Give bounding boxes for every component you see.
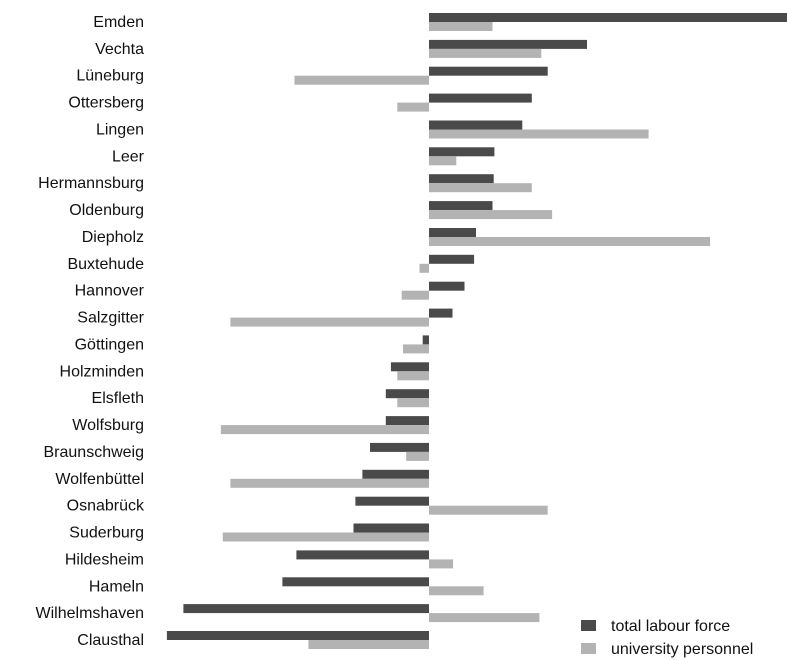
bar-total-labour-force-diepholz: [429, 228, 476, 237]
bar-total-labour-force-leer: [429, 147, 495, 157]
bar-university-personnel-clausthal: [308, 640, 429, 649]
bar-university-personnel-elsfleth: [397, 398, 429, 408]
bar-total-labour-force-wolfsburg: [385, 416, 429, 426]
bar-total-labour-force-vechta: [429, 39, 587, 49]
bar-total-labour-force-salzgitter: [429, 308, 453, 318]
bar-university-personnel-oldenburg: [429, 210, 553, 220]
bar-university-personnel-luneburg: [294, 75, 429, 85]
category-label-leer: Leer: [112, 148, 145, 165]
bar-total-labour-force-hermannsburg: [429, 174, 494, 184]
bar-university-personnel-wolfenbuttel: [230, 478, 429, 488]
bar-total-labour-force-wilhelmshaven: [183, 604, 429, 614]
bar-university-personnel-gottingen: [403, 344, 429, 354]
bar-total-labour-force-osnabruck: [355, 496, 429, 506]
bar-total-labour-force-clausthal: [166, 631, 429, 640]
category-labels: Emden Vechta Lüneburg Ottersberg Lingen Leer H…: [36, 14, 145, 649]
category-label-oldenburg: Oldenburg: [69, 202, 144, 219]
category-label-hildesheim: Hildesheim: [65, 551, 144, 568]
bar-university-personnel-suderburg: [222, 532, 429, 542]
bar-university-personnel-emden: [429, 22, 493, 31]
category-label-braunschweig: Braunschweig: [44, 444, 145, 461]
bar-total-labour-force-suderburg: [353, 523, 429, 533]
legend-swatch-university-personnel: [581, 643, 596, 654]
category-label-emden: Emden: [93, 14, 144, 31]
category-label-ottersberg: Ottersberg: [68, 95, 144, 112]
bar-university-personnel-buxtehude: [419, 263, 429, 273]
bar-university-personnel-osnabruck: [429, 505, 548, 515]
bar-total-labour-force-elsfleth: [385, 389, 429, 399]
category-label-clausthal: Clausthal: [77, 632, 144, 649]
bar-total-labour-force-hildesheim: [296, 550, 429, 560]
category-label-luneburg: Lüneburg: [76, 68, 144, 85]
bar-university-personnel-hannover: [401, 290, 429, 300]
bars-group: [166, 13, 787, 649]
bar-total-labour-force-luneburg: [429, 66, 548, 76]
bar-total-labour-force-gottingen: [422, 335, 429, 345]
bar-university-personnel-vechta: [429, 48, 542, 58]
category-label-osnabruck: Osnabrück: [67, 498, 145, 515]
category-label-salzgitter: Salzgitter: [77, 310, 144, 327]
category-label-elsfleth: Elsfleth: [92, 390, 144, 407]
category-label-holzminden: Holzminden: [60, 363, 144, 380]
bar-total-labour-force-hameln: [282, 577, 429, 587]
bar-total-labour-force-ottersberg: [429, 93, 532, 103]
bar-university-personnel-hermannsburg: [429, 183, 532, 193]
legend: total labour force university personnel: [581, 618, 753, 658]
category-label-hermannsburg: Hermannsburg: [38, 175, 144, 192]
category-label-diepholz: Diepholz: [82, 229, 144, 246]
bar-university-personnel-wolfsburg: [220, 425, 429, 435]
category-label-vechta: Vechta: [95, 41, 144, 58]
legend-label-university-personnel: university personnel: [611, 641, 753, 658]
bar-total-labour-force-oldenburg: [429, 201, 493, 211]
bar-university-personnel-ottersberg: [397, 102, 429, 112]
bar-total-labour-force-wolfenbuttel: [362, 469, 429, 479]
category-label-wolfenbuttel: Wolfenbüttel: [55, 471, 144, 488]
category-label-wolfsburg: Wolfsburg: [72, 417, 144, 434]
bar-total-labour-force-braunschweig: [370, 442, 429, 452]
bar-total-labour-force-lingen: [429, 120, 523, 130]
bar-university-personnel-holzminden: [397, 371, 429, 381]
bar-university-personnel-diepholz: [429, 237, 711, 246]
bar-university-personnel-braunschweig: [406, 451, 429, 461]
category-label-lingen: Lingen: [96, 122, 144, 139]
category-label-wilhelmshaven: Wilhelmshaven: [36, 605, 144, 622]
bar-university-personnel-hameln: [429, 586, 484, 596]
bar-total-labour-force-emden: [429, 13, 787, 22]
bar-total-labour-force-buxtehude: [429, 254, 475, 264]
bar-total-labour-force-hannover: [429, 281, 465, 291]
category-label-hameln: Hameln: [89, 578, 144, 595]
legend-label-total-labour-force: total labour force: [611, 618, 730, 635]
bar-university-personnel-leer: [429, 156, 457, 166]
legend-swatch-total-labour-force: [581, 620, 596, 631]
category-label-gottingen: Göttingen: [75, 336, 144, 353]
bar-university-personnel-hildesheim: [429, 559, 454, 569]
category-label-suderburg: Suderburg: [69, 525, 144, 542]
category-label-hannover: Hannover: [75, 283, 145, 300]
bar-total-labour-force-holzminden: [390, 362, 429, 372]
bar-university-personnel-lingen: [429, 129, 649, 139]
bar-university-personnel-salzgitter: [230, 317, 429, 327]
bar-university-personnel-wilhelmshaven: [429, 613, 540, 623]
category-label-buxtehude: Buxtehude: [67, 256, 144, 273]
